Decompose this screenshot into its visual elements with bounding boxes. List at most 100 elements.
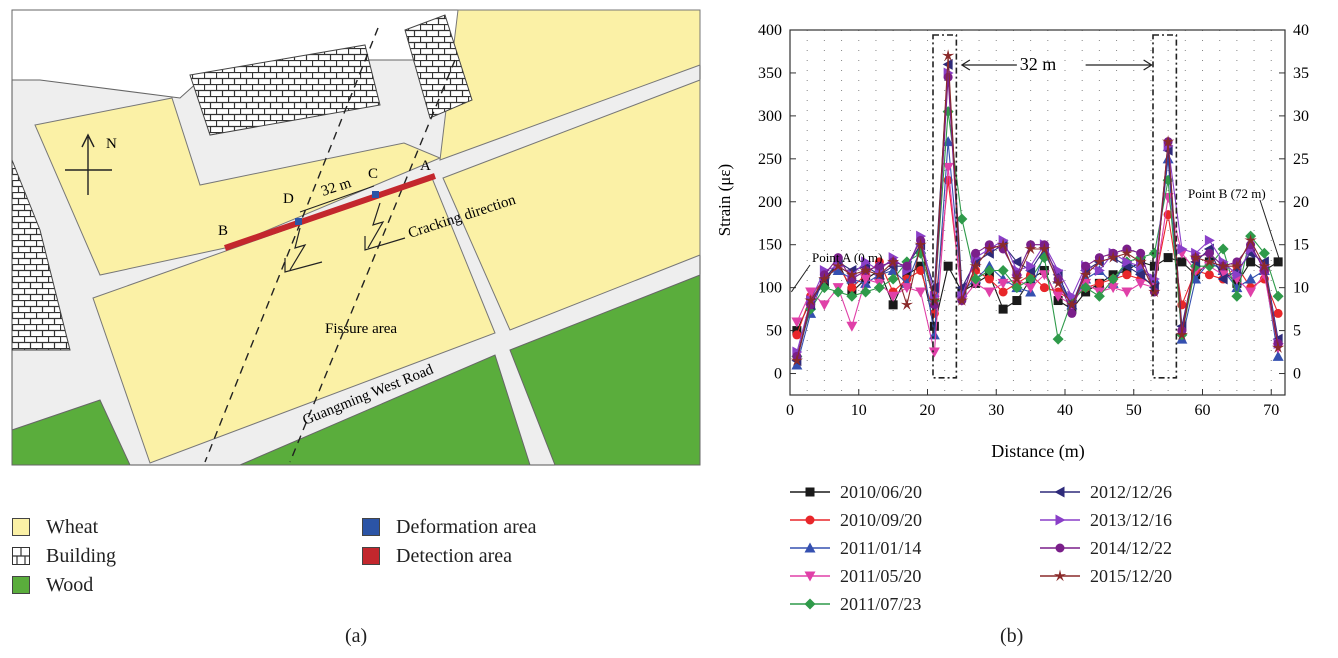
triangle-left-marker xyxy=(1011,256,1022,268)
crack-arrow-icon xyxy=(284,202,406,273)
detection-swatch-icon xyxy=(362,547,380,565)
series-2012-12-26 xyxy=(791,58,1283,367)
series-line xyxy=(796,72,1279,353)
series-2014-12-22 xyxy=(792,72,1283,361)
circle-marker xyxy=(902,261,912,271)
wheat-field-north xyxy=(34,97,442,276)
diamond-marker xyxy=(873,282,885,294)
triangle-up-marker xyxy=(1272,350,1284,361)
label-c: C xyxy=(368,166,378,182)
star-marker xyxy=(900,298,914,311)
peak-box-right xyxy=(1152,34,1178,379)
triangle-left-marker xyxy=(1217,273,1228,285)
square-marker xyxy=(929,321,939,331)
star-marker xyxy=(1230,259,1244,272)
legend-marker-icon xyxy=(1040,569,1080,582)
y-tick-label: 50 xyxy=(766,323,782,340)
y2-tick-label: 0 xyxy=(1293,366,1301,383)
diamond-marker xyxy=(860,286,872,298)
diamond-marker xyxy=(1052,333,1064,345)
circle-marker xyxy=(998,287,1008,297)
legend-marker-icon xyxy=(1040,514,1080,526)
circle-marker xyxy=(792,330,802,340)
series-line xyxy=(796,64,1279,361)
point-a-arrow xyxy=(790,264,811,293)
chart-axes: 0 10 20 30 40 50 60 70 0 0 50 5 100 10 150 15 200 20 250 25… xyxy=(758,22,1309,419)
triangle-down-marker xyxy=(942,162,954,173)
diamond-marker xyxy=(1258,247,1270,259)
chart-legend: 2010/06/20 2010/09/20 2011/01/14 2011/05/20… xyxy=(790,480,1210,620)
circle-marker xyxy=(916,265,926,275)
north-label: N xyxy=(106,136,117,152)
star-marker xyxy=(1271,341,1285,353)
diamond-marker xyxy=(983,264,995,276)
circle-marker xyxy=(1122,270,1132,280)
square-marker xyxy=(888,300,898,310)
caption-a: (a) xyxy=(345,625,368,647)
circle-marker xyxy=(833,253,843,263)
star-marker xyxy=(818,272,831,285)
legend-entry-label: 2015/12/20 xyxy=(1090,566,1173,586)
star-marker xyxy=(1148,285,1161,298)
star-marker xyxy=(1189,251,1202,263)
square-marker xyxy=(1149,261,1159,271)
triangle-right-marker xyxy=(1122,256,1133,268)
distance-arrow xyxy=(299,185,375,213)
triangle-up-marker xyxy=(1245,273,1257,284)
triangle-down-marker xyxy=(860,274,872,285)
x-tick-label: 50 xyxy=(1126,402,1142,419)
circle-marker xyxy=(1204,248,1214,258)
star-marker xyxy=(928,294,941,306)
span-arrowhead-right xyxy=(1143,59,1153,71)
legend-label: Wheat xyxy=(46,516,99,538)
y-tick-label: 400 xyxy=(758,22,782,39)
circle-marker xyxy=(1094,278,1104,288)
deformation-area-c xyxy=(372,191,379,198)
circle-marker xyxy=(1081,261,1091,271)
legend-entry-label: 2013/12/16 xyxy=(1090,510,1173,530)
x-axis-label: Distance (m) xyxy=(991,441,1084,462)
triangle-up-marker xyxy=(1162,153,1174,164)
star-marker xyxy=(914,238,927,250)
diamond-marker xyxy=(1107,273,1119,285)
triangle-down-marker xyxy=(1025,283,1037,294)
triangle-left-marker xyxy=(1054,486,1065,498)
circle-marker xyxy=(984,274,994,284)
triangle-down-marker xyxy=(997,278,1009,289)
star-marker xyxy=(1175,328,1189,341)
detection-area-line xyxy=(224,173,436,251)
y-tick-label: 150 xyxy=(758,237,782,254)
chart-grid xyxy=(789,30,1272,395)
legend-entry-label: 2010/09/20 xyxy=(840,510,923,530)
star-marker xyxy=(1079,268,1092,280)
diamond-marker xyxy=(956,213,968,225)
fissure-line-west xyxy=(204,27,379,463)
circle-marker xyxy=(1055,543,1065,553)
y2-tick-label: 35 xyxy=(1293,65,1309,82)
diamond-marker xyxy=(832,286,844,298)
circle-marker xyxy=(1273,308,1283,318)
wheat-swatch-icon xyxy=(12,518,30,536)
diamond-marker xyxy=(1203,260,1215,272)
label-b: B xyxy=(218,223,228,239)
y2-tick-label: 40 xyxy=(1293,22,1309,39)
triangle-right-marker xyxy=(1026,260,1037,272)
chart-series xyxy=(790,49,1285,370)
triangle-right-marker xyxy=(861,256,872,268)
diamond-marker xyxy=(1272,290,1284,302)
y-axis-label: Strain (με) xyxy=(715,164,734,236)
star-marker xyxy=(1024,242,1037,255)
triangle-down-marker xyxy=(983,287,995,298)
y-tick-label: 250 xyxy=(758,151,782,168)
deformation-area-d xyxy=(295,218,302,225)
star-marker xyxy=(955,294,969,306)
square-marker xyxy=(998,304,1008,314)
triangle-up-marker xyxy=(1231,282,1243,293)
legend-marker-icon xyxy=(790,542,830,553)
diamond-marker xyxy=(846,290,858,302)
plot-frame xyxy=(789,29,1286,396)
circle-marker xyxy=(1204,270,1214,280)
triangle-up-marker xyxy=(928,329,940,340)
legend-marker-icon xyxy=(790,598,830,610)
north-arrow-icon xyxy=(65,133,112,195)
